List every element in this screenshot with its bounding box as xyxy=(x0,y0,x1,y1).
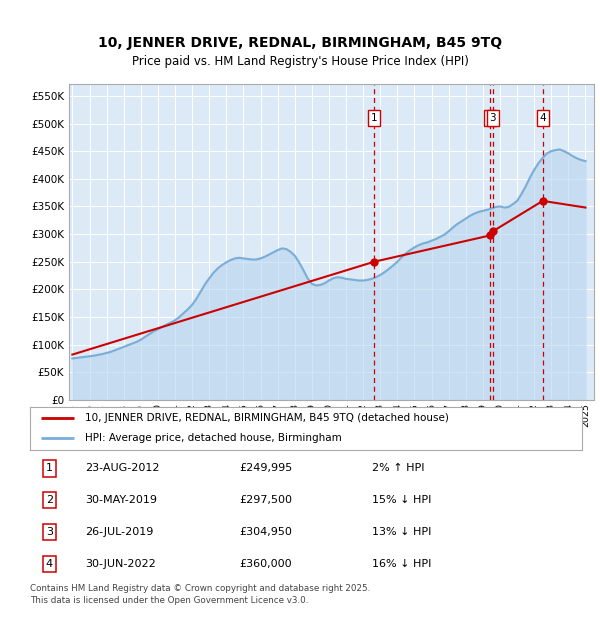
Text: £249,995: £249,995 xyxy=(240,464,293,474)
Point xyxy=(538,196,547,206)
Point xyxy=(370,257,379,267)
Text: £304,950: £304,950 xyxy=(240,527,293,537)
Text: 2: 2 xyxy=(46,495,53,505)
Text: 2% ↑ HPI: 2% ↑ HPI xyxy=(372,464,425,474)
Text: 4: 4 xyxy=(46,559,53,569)
Text: Price paid vs. HM Land Registry's House Price Index (HPI): Price paid vs. HM Land Registry's House … xyxy=(131,56,469,68)
Text: 1: 1 xyxy=(371,113,377,123)
Text: 16% ↓ HPI: 16% ↓ HPI xyxy=(372,559,431,569)
Text: 26-JUL-2019: 26-JUL-2019 xyxy=(85,527,154,537)
Text: Contains HM Land Registry data © Crown copyright and database right 2025.
This d: Contains HM Land Registry data © Crown c… xyxy=(30,584,370,605)
Text: 3: 3 xyxy=(490,113,496,123)
Text: 1: 1 xyxy=(46,464,53,474)
Text: 10, JENNER DRIVE, REDNAL, BIRMINGHAM, B45 9TQ: 10, JENNER DRIVE, REDNAL, BIRMINGHAM, B4… xyxy=(98,37,502,50)
Text: HPI: Average price, detached house, Birmingham: HPI: Average price, detached house, Birm… xyxy=(85,433,342,443)
Text: 23-AUG-2012: 23-AUG-2012 xyxy=(85,464,160,474)
Text: 10, JENNER DRIVE, REDNAL, BIRMINGHAM, B45 9TQ (detached house): 10, JENNER DRIVE, REDNAL, BIRMINGHAM, B4… xyxy=(85,413,449,423)
Text: 2: 2 xyxy=(487,113,493,123)
Point xyxy=(485,231,495,241)
Text: 4: 4 xyxy=(539,113,546,123)
Text: £360,000: £360,000 xyxy=(240,559,292,569)
Text: 30-JUN-2022: 30-JUN-2022 xyxy=(85,559,156,569)
Text: 30-MAY-2019: 30-MAY-2019 xyxy=(85,495,157,505)
Text: 15% ↓ HPI: 15% ↓ HPI xyxy=(372,495,431,505)
Text: 13% ↓ HPI: 13% ↓ HPI xyxy=(372,527,431,537)
Text: £297,500: £297,500 xyxy=(240,495,293,505)
Point xyxy=(488,226,497,236)
Text: 3: 3 xyxy=(46,527,53,537)
